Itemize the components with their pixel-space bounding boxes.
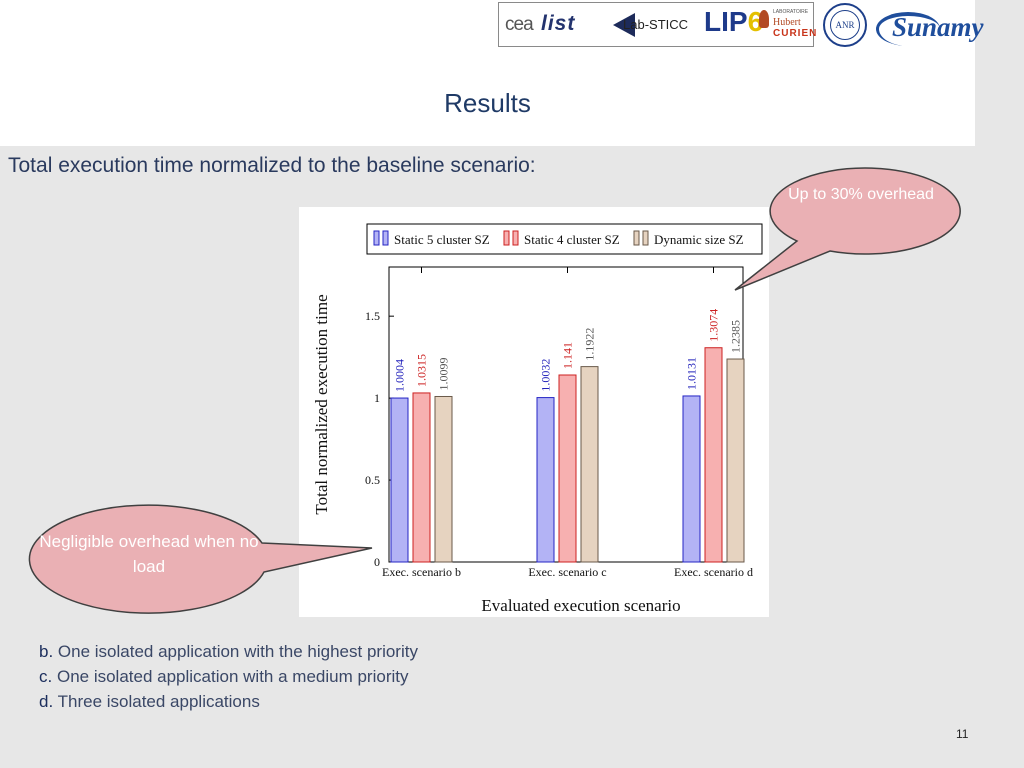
bar — [682, 395, 701, 563]
hubert-curien-line1: Hubert — [773, 17, 801, 28]
bar-data-label: 1.0315 — [415, 354, 429, 387]
lip6-logo: LIP6 — [704, 6, 763, 38]
bar-data-label: 1.0032 — [539, 359, 553, 392]
chart-frame: 0 0.5 1 1.5 Exec. scenario b 1.0004 1.0315 1.00… — [299, 207, 769, 617]
hubert-curien-emblem-icon — [759, 10, 769, 28]
scenario-notes: b. One isolated application with the hig… — [39, 639, 418, 714]
lip6-logo-text: LIP — [704, 6, 748, 37]
bar-data-label: 1.1922 — [583, 328, 597, 361]
x-tick-label: Exec. scenario c — [528, 565, 606, 579]
labsticc-logo: Lab-STICC — [613, 11, 693, 39]
bar-data-label: 1.3074 — [707, 309, 721, 342]
note-line: d. Three isolated applications — [39, 689, 418, 714]
x-tick-label: Exec. scenario b — [382, 565, 461, 579]
x-tick-label: Exec. scenario d — [674, 565, 753, 579]
y-tick-label: 1 — [374, 391, 380, 405]
legend-label: Static 5 cluster SZ — [394, 232, 490, 247]
hubert-curien-logo: LABORATOIRE Hubert CURIEN — [759, 7, 816, 45]
anr-logo-text: ANR — [830, 10, 860, 40]
sunamy-logo: Sunamy — [874, 4, 1024, 48]
cea-logo: cea — [505, 14, 534, 35]
note-key: d. — [39, 692, 54, 711]
bar — [558, 374, 577, 563]
legend-swatch — [382, 230, 389, 246]
bar — [580, 366, 599, 563]
bar — [726, 358, 745, 563]
slide-title: Results — [444, 88, 531, 118]
note-line: b. One isolated application with the hig… — [39, 639, 418, 664]
bar — [390, 397, 409, 563]
legend-swatch — [642, 230, 649, 246]
bar-data-label: 1.0004 — [393, 359, 407, 392]
right-margin-strip — [975, 0, 1024, 768]
callout-right-text: Up to 30% overhead — [788, 186, 934, 203]
legend-label: Static 4 cluster SZ — [524, 232, 620, 247]
bar-chart: 0 0.5 1 1.5 Exec. scenario b 1.0004 1.0315 1.00… — [299, 207, 769, 617]
legend-swatch — [512, 230, 519, 246]
legend-swatch — [503, 230, 510, 246]
note-text: One isolated application with the highes… — [57, 642, 418, 661]
y-tick-label: 0 — [374, 555, 380, 569]
note-text: One isolated application with a medium p… — [56, 667, 409, 686]
x-axis-label: Evaluated execution scenario — [481, 596, 680, 615]
note-line: c. One isolated application with a mediu… — [39, 664, 418, 689]
legend-label: Dynamic size SZ — [654, 232, 744, 247]
sunamy-logo-text: Sunamy — [892, 12, 984, 42]
bar-data-label: 1.0099 — [437, 357, 451, 390]
labsticc-logo-text: Lab-STICC — [623, 17, 689, 32]
callout-left-text: Negligible overhead when no load — [39, 532, 259, 576]
bar — [412, 392, 431, 563]
sunamy-swoosh-icon — [876, 12, 940, 46]
bar-data-label: 1.0131 — [685, 357, 699, 390]
y-tick-label: 0.5 — [365, 473, 380, 487]
legend-swatch — [633, 230, 640, 246]
list-logo: list — [541, 12, 576, 35]
bar — [434, 395, 453, 563]
bar — [536, 397, 555, 563]
bar — [704, 347, 723, 563]
note-text: Three isolated applications — [57, 692, 260, 711]
hubert-curien-line2: CURIEN — [773, 28, 818, 39]
partner-logos-box: cea list Lab-STICC LIP6 LABORATOIRE Hube… — [498, 2, 816, 47]
labsticc-triangle-icon — [613, 13, 635, 37]
chart-svg: 0 0.5 1 1.5 Exec. scenario b 1.0004 1.0315 1.00… — [312, 223, 763, 615]
note-key: b. — [39, 642, 54, 661]
page-number: 11 — [956, 727, 969, 741]
y-tick-label: 1.5 — [365, 309, 380, 323]
legend-swatch — [373, 230, 380, 246]
bar-data-label: 1.2385 — [729, 320, 743, 353]
y-axis-label: Total normalized execution time — [312, 294, 331, 514]
note-key: c. — [39, 667, 53, 686]
slide-subtitle: Total execution time normalized to the b… — [8, 154, 536, 177]
hubert-curien-small-text: LABORATOIRE — [773, 9, 809, 15]
bar-data-label: 1.141 — [561, 342, 575, 369]
anr-logo: ANR — [823, 3, 867, 47]
